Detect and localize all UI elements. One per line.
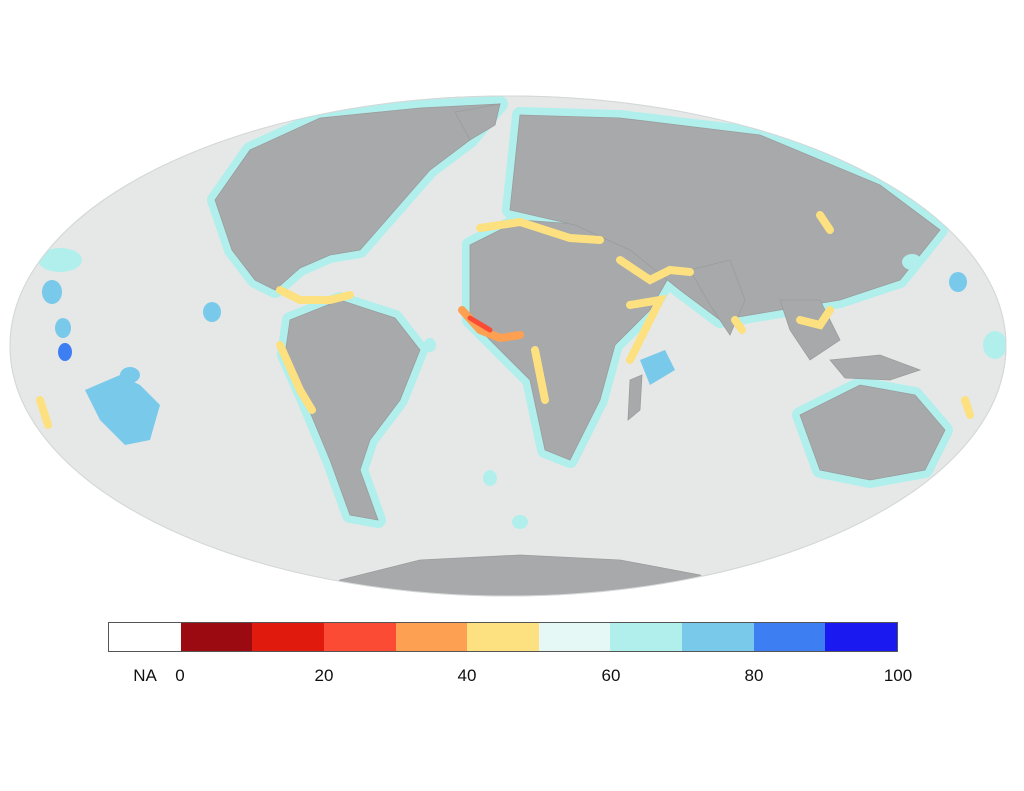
- madagascar: [627, 374, 643, 421]
- greenland: [454, 103, 501, 141]
- legend-tick-20: 20: [314, 666, 334, 685]
- north-america: [214, 103, 501, 291]
- legend-swatch-90-100: [825, 623, 898, 651]
- legend-tick-60: 60: [601, 666, 621, 685]
- color-legend: [108, 622, 898, 652]
- legend-swatch-30-40: [395, 623, 468, 651]
- legend-tick-80: 80: [744, 666, 764, 685]
- legend-swatch-na: [109, 623, 181, 651]
- legend-swatch-80-90: [753, 623, 826, 651]
- coastal-values: [36, 211, 974, 429]
- legend-tick-40: 40: [457, 666, 477, 685]
- indonesia: [829, 354, 922, 381]
- continents: [214, 103, 973, 596]
- legend-swatch-50-60: [538, 623, 611, 651]
- legend-swatch-60-70: [610, 623, 683, 651]
- legend-swatch-40-50: [467, 623, 539, 651]
- legend-swatch-70-80: [682, 623, 754, 651]
- landmasses: [36, 96, 1006, 596]
- legend-swatch-10-20: [252, 623, 324, 651]
- legend-tick-100: 100: [883, 666, 913, 685]
- australia: [799, 384, 946, 481]
- legend-tick-0: 0: [175, 666, 185, 685]
- legend-label-na: NA: [133, 666, 157, 685]
- globe-outline: [9, 95, 1007, 597]
- ocean-patches: [38, 248, 1006, 529]
- legend-swatch-20-30: [323, 623, 396, 651]
- legend-swatch-0-10: [180, 623, 253, 651]
